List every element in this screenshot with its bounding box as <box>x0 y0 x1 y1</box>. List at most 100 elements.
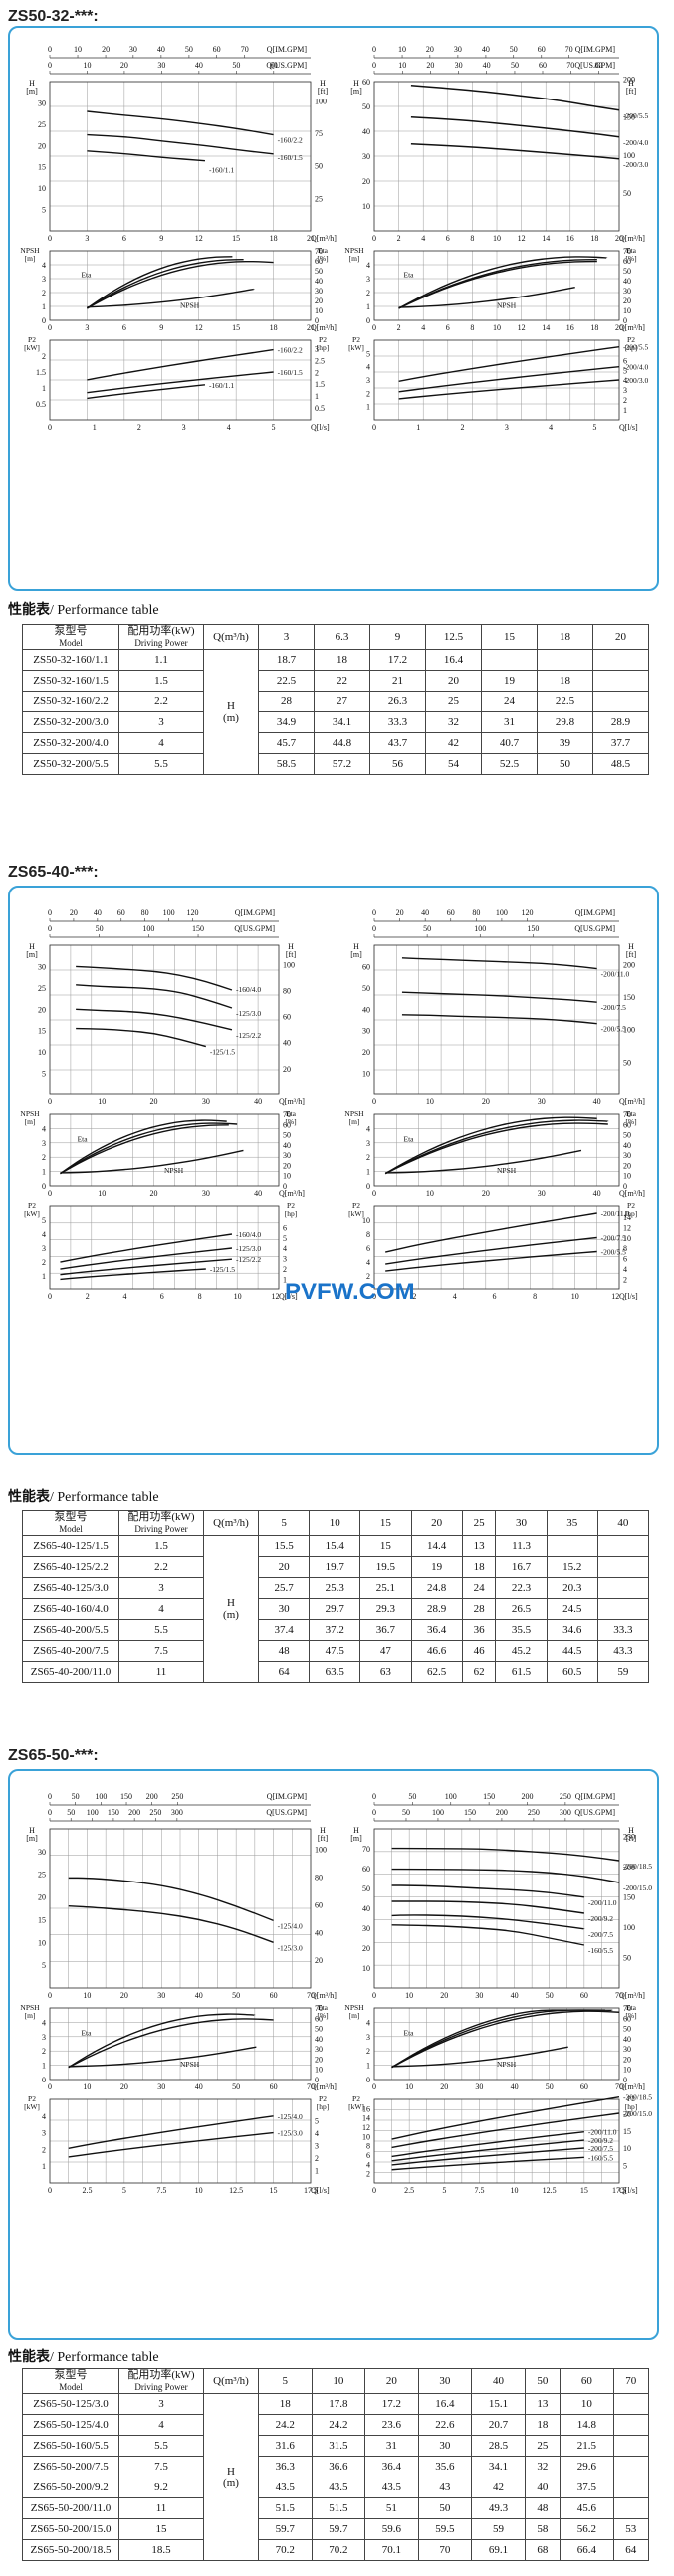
series-label: -200/3.0 <box>623 160 648 169</box>
tick-label: 30 <box>38 962 46 971</box>
series-label: -125/3.0 <box>236 1009 261 1018</box>
plot-frame <box>373 1113 620 1187</box>
tick-label: 100 <box>163 908 175 917</box>
tick-label: 20 <box>396 908 404 917</box>
axis-label: Q[m³/h] <box>619 1189 645 1198</box>
axis-label: [m] <box>350 950 362 959</box>
col-q-header: Q(m³/h) <box>203 624 259 650</box>
h-curve <box>391 1900 584 1914</box>
head-value-cell: 37.7 <box>592 732 649 754</box>
tick-label: 50 <box>315 162 323 171</box>
tick-label: 10 <box>38 184 46 193</box>
head-value-cell: 43 <box>417 2477 473 2498</box>
tick-label: 100 <box>87 1808 99 1817</box>
tick-label: 70 <box>362 1845 370 1854</box>
tick-label: 20 <box>440 2082 448 2091</box>
table-row: ZS50-32-200/3.0 3 34.9 34.1 33.3 32 31 29.8 28.9 <box>22 711 649 733</box>
tick-label: 2.5 <box>315 356 325 365</box>
tick-label: 2 <box>137 423 141 432</box>
head-value-cell: 20 <box>257 1556 311 1578</box>
model-cell: ZS50-32-160/1.1 <box>22 649 119 671</box>
head-value-cell: 33.3 <box>596 1619 650 1641</box>
tick-label: 20 <box>120 1991 128 2000</box>
head-value-cell: 47.5 <box>309 1640 361 1662</box>
series-label: -200/7.5 <box>588 1930 613 1939</box>
tick-label: 4 <box>623 1265 627 1274</box>
power-cell: 7.5 <box>118 2456 204 2477</box>
npsh-curve <box>385 1149 582 1174</box>
flow-header: 40 <box>471 2368 526 2394</box>
tick-label: 4 <box>366 2160 370 2169</box>
plot-frame <box>373 1205 620 1290</box>
tick-label: 60 <box>270 1991 278 2000</box>
head-value-cell: 25.1 <box>359 1577 412 1599</box>
tick-label: 60 <box>270 61 278 70</box>
head-value-cell: 34.6 <box>546 1619 598 1641</box>
head-value-cell: 62.5 <box>410 1661 463 1683</box>
axis-label: [m] <box>349 2011 360 2020</box>
axis-label: Q[IM.GPM] <box>575 1792 616 1801</box>
series-label: -125/3.0 <box>278 1943 303 1952</box>
tick-label: 10 <box>623 1172 631 1181</box>
model-cell: ZS65-40-200/7.5 <box>22 1640 119 1662</box>
head-value-cell: 24 <box>481 691 538 712</box>
tick-label: 40 <box>623 2035 631 2044</box>
tick-label: 5 <box>623 366 627 375</box>
tick-label: 40 <box>593 1189 601 1198</box>
section-title-zs50-32: ZS50-32-***: <box>8 8 99 25</box>
tick-label: 3 <box>42 1139 46 1148</box>
head-value-cell: 36.6 <box>311 2456 366 2477</box>
series-label: -200/11.0 <box>601 1209 630 1218</box>
power-cell: 3 <box>118 711 204 733</box>
tick-label: 14 <box>362 2114 370 2123</box>
tick-label: 1 <box>315 2166 319 2175</box>
tick-label: 2 <box>412 1292 416 1301</box>
tick-label: 60 <box>213 45 221 54</box>
tick-label: 4 <box>42 1230 46 1239</box>
tick-label: 4 <box>122 1292 126 1301</box>
npsh-label: NPSH <box>164 1166 184 1175</box>
tick-label: 1.5 <box>315 380 325 389</box>
table-row: ZS65-50-200/7.5 7.5 36.3 36.6 36.4 35.6 34.1 32… <box>22 2456 650 2477</box>
tick-label: 12.5 <box>229 2186 243 2195</box>
series-label: -125/3.0 <box>278 2129 303 2138</box>
head-value-cell: 37.2 <box>309 1619 361 1641</box>
head-value-cell: 36.3 <box>258 2456 313 2477</box>
series-label: -200/7.5 <box>601 1234 626 1243</box>
head-value-cell: 39 <box>537 732 593 754</box>
series-label: -125/3.0 <box>236 1244 261 1253</box>
tick-label: 60 <box>270 2082 278 2091</box>
head-value-cell: 30 <box>417 2435 473 2457</box>
model-cell: ZS65-40-125/1.5 <box>22 1535 119 1557</box>
tick-label: 70 <box>565 45 573 54</box>
tick-label: 0 <box>48 1792 52 1801</box>
tick-label: 70 <box>307 2082 315 2091</box>
eta-curve <box>68 2018 274 2069</box>
flow-header: 12.5 <box>425 624 482 650</box>
tick-label: 3 <box>182 423 186 432</box>
tick-label: 70 <box>623 247 631 256</box>
tick-label: 25 <box>38 984 46 993</box>
head-value-cell: 50 <box>417 2497 473 2519</box>
power-cell: 1.5 <box>118 670 204 692</box>
tick-label: 1 <box>366 403 370 412</box>
tick-label: 4 <box>366 1124 370 1133</box>
power-curve <box>68 2131 274 2158</box>
tick-label: 12 <box>518 323 526 332</box>
tick-label: 0 <box>372 1991 376 2000</box>
tick-label: 50 <box>232 2082 240 2091</box>
tick-label: 10 <box>362 2132 370 2141</box>
power-cell: 5.5 <box>118 2435 204 2457</box>
axis-label: Q[l/s] <box>311 423 330 432</box>
axis-label: [hp] <box>625 1209 638 1218</box>
axis-label: Eta <box>626 246 637 255</box>
axis-label: NPSH <box>20 2003 40 2012</box>
head-value-cell <box>596 1598 650 1620</box>
power-curve <box>391 2147 584 2166</box>
eta-label: Eta <box>81 2028 92 2037</box>
axis-label: Eta <box>286 1109 297 1118</box>
head-value-cell: 22.5 <box>537 691 593 712</box>
axis-label: Q[US.GPM] <box>266 61 307 70</box>
tick-label: 6 <box>122 323 126 332</box>
tick-label: 50 <box>546 2082 554 2091</box>
